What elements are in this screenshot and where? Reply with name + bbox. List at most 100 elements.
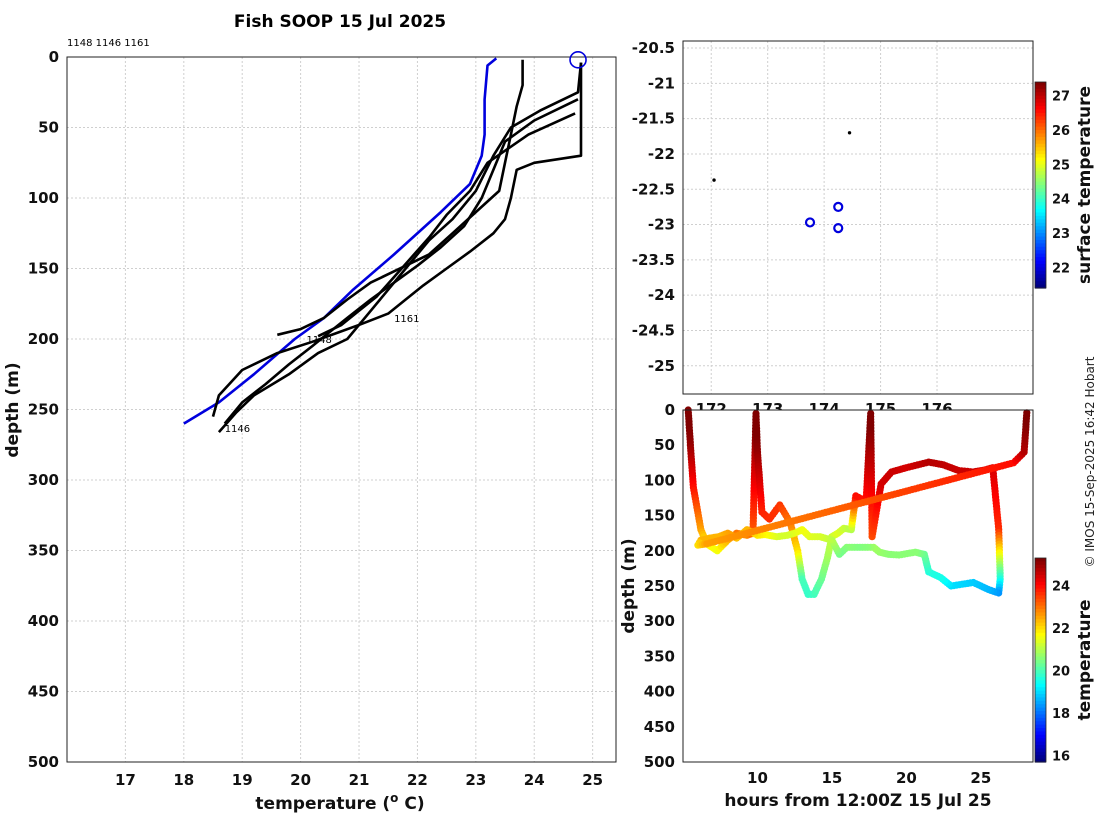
colorbar-segment bbox=[1035, 112, 1046, 117]
colorbar-tick-label: 23 bbox=[1052, 227, 1070, 242]
colorbar-segment bbox=[1035, 595, 1046, 600]
colorbar-segment bbox=[1035, 721, 1046, 726]
colorbar-segment bbox=[1035, 602, 1046, 607]
colorbar-segment bbox=[1035, 222, 1046, 227]
colorbar-segment bbox=[1035, 157, 1046, 162]
colorbar-frame bbox=[1034, 81, 1047, 289]
profile-label-1161: 1161 bbox=[394, 314, 419, 325]
colorbar-segment bbox=[1035, 205, 1046, 210]
colorbar-segment bbox=[1035, 564, 1046, 569]
profile-line-1161 bbox=[211, 62, 583, 417]
y-tick-label: 150 bbox=[28, 260, 59, 278]
colorbar-tick-label: 27 bbox=[1052, 90, 1070, 105]
track-axes-frame bbox=[682, 409, 1034, 763]
track-panel: 10 15 20 25 050100150200250300350400450500 … bbox=[619, 401, 1095, 811]
colorbar-segment bbox=[1035, 738, 1046, 743]
profile-axes-frame bbox=[66, 56, 617, 763]
colorbar-segment bbox=[1035, 239, 1046, 244]
profile-y-ticks: 0 50 100 150 200 250 300 350 400 450 500 bbox=[28, 48, 59, 771]
track-x-tick-label: 25 bbox=[970, 769, 991, 787]
colorbar-segment bbox=[1035, 284, 1046, 289]
track-points bbox=[684, 406, 1031, 599]
colorbar-segment bbox=[1035, 150, 1046, 155]
colorbar-segment bbox=[1035, 561, 1046, 566]
x-label-unit: C) bbox=[398, 794, 424, 814]
colorbar-segment bbox=[1035, 147, 1046, 152]
x-tick-label: 18 bbox=[173, 771, 194, 789]
track-y-tick-label: 200 bbox=[644, 542, 675, 560]
colorbar-segment bbox=[1035, 728, 1046, 732]
colorbar-segment bbox=[1035, 219, 1046, 224]
colorbar-segment bbox=[1035, 198, 1046, 203]
colorbar-segment bbox=[1035, 185, 1046, 190]
colorbar-segment bbox=[1035, 178, 1046, 183]
map-y-tick-label: -24.5 bbox=[632, 321, 675, 339]
colorbar-segment bbox=[1035, 714, 1046, 719]
colorbar-segment bbox=[1035, 612, 1046, 617]
colorbar-segment bbox=[1035, 632, 1046, 637]
colorbar-segment bbox=[1035, 119, 1046, 124]
map-y-tick-label: -20.5 bbox=[632, 39, 675, 57]
colorbar-segment bbox=[1035, 694, 1046, 698]
track-y-tick-label: 400 bbox=[644, 683, 675, 701]
colorbar-segment bbox=[1035, 707, 1046, 712]
colorbar-segment bbox=[1035, 143, 1046, 148]
surface-temperature-colorbar: 22 23 24 25 26 27 bbox=[1034, 81, 1070, 289]
y-tick-label: 500 bbox=[28, 753, 59, 771]
colorbar-segment bbox=[1035, 226, 1046, 231]
colorbar-segment bbox=[1035, 109, 1046, 114]
colorbar-tick-label: 26 bbox=[1052, 124, 1070, 139]
chart-title: Fish SOOP 15 Jul 2025 bbox=[234, 12, 446, 32]
track-y-tick-label: 0 bbox=[665, 401, 675, 419]
colorbar-segment bbox=[1035, 717, 1046, 722]
profile-x-label: temperature (o C) bbox=[255, 791, 424, 814]
colorbar-segment bbox=[1035, 704, 1046, 709]
profile-panel: Fish SOOP 15 Jul 2025 1148 1146 1161 17 1… bbox=[3, 12, 617, 814]
colorbar-segment bbox=[1035, 246, 1046, 251]
colorbar-segment bbox=[1035, 585, 1046, 590]
colorbar-tick-label: 24 bbox=[1052, 580, 1070, 595]
colorbar-segment bbox=[1035, 578, 1046, 583]
profile-x-ticks: 17 18 19 20 21 22 23 24 25 bbox=[115, 771, 603, 789]
track-x-label: hours from 12:00Z 15 Jul 25 bbox=[724, 791, 991, 811]
track-y-tick-label: 350 bbox=[644, 647, 675, 665]
colorbar-segment bbox=[1035, 629, 1046, 634]
colorbar-segment bbox=[1035, 646, 1046, 651]
colorbar-segment bbox=[1035, 250, 1046, 255]
colorbar-segment bbox=[1035, 588, 1046, 593]
profile-line-1146 bbox=[217, 62, 583, 433]
x-tick-label: 21 bbox=[349, 771, 370, 789]
y-tick-label: 350 bbox=[28, 542, 59, 560]
colorbar-segment bbox=[1035, 130, 1046, 135]
track-y-ticks: 0 50 100 150 200 250 300 350 400 450 500 bbox=[644, 401, 675, 771]
colorbar-segment bbox=[1035, 281, 1046, 286]
colorbar-segment bbox=[1035, 88, 1046, 93]
map-station-circle bbox=[833, 201, 844, 213]
x-tick-label: 25 bbox=[582, 771, 603, 789]
colorbar-segment bbox=[1035, 575, 1046, 579]
colorbar-segment bbox=[1035, 123, 1046, 128]
colorbar-segment bbox=[1035, 174, 1046, 179]
colorbar-segment bbox=[1035, 571, 1046, 576]
colorbar-segment bbox=[1035, 106, 1046, 111]
track-x-tick-label: 20 bbox=[896, 769, 917, 787]
colorbar-segment bbox=[1035, 666, 1046, 671]
track-x-tick-label: 15 bbox=[821, 769, 842, 787]
x-tick-label: 24 bbox=[524, 771, 545, 789]
colorbar-segment bbox=[1035, 102, 1046, 107]
y-tick-label: 450 bbox=[28, 683, 59, 701]
colorbar-segment bbox=[1035, 140, 1046, 145]
colorbar-segment bbox=[1035, 236, 1046, 241]
map-y-tick-label: -23.5 bbox=[632, 251, 675, 269]
colorbar-segment bbox=[1035, 85, 1046, 90]
colorbar-segment bbox=[1035, 605, 1046, 610]
map-grid bbox=[683, 41, 1033, 394]
y-tick-label: 50 bbox=[38, 119, 59, 137]
colorbar-segment bbox=[1035, 724, 1046, 729]
x-tick-label: 17 bbox=[115, 771, 136, 789]
map-station-dot bbox=[712, 178, 716, 182]
map-y-tick-label: -24 bbox=[648, 286, 675, 304]
x-tick-label: 20 bbox=[290, 771, 311, 789]
colorbar-segment bbox=[1035, 558, 1046, 562]
